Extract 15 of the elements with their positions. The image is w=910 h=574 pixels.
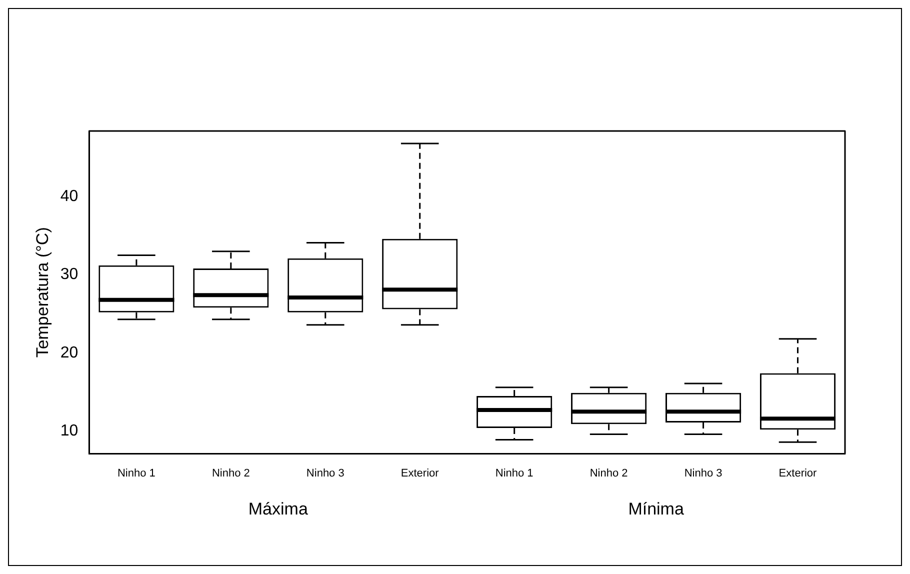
x-tick-label: Exterior <box>400 467 440 480</box>
y-tick-label: 10 <box>60 422 78 440</box>
x-tick-label: Ninho 2 <box>590 467 628 480</box>
y-tick-label: 20 <box>60 344 78 362</box>
y-tick-label: 40 <box>60 188 78 206</box>
x-tick-label: Exterior <box>778 467 818 480</box>
x-tick-label: Ninho 1 <box>117 467 156 480</box>
text: Mínima <box>628 499 684 518</box>
x-tick-label: Ninho 1 <box>495 467 534 480</box>
y-axis-title: Temperatura (°C) <box>32 227 52 358</box>
y-tick-label: 30 <box>60 266 78 284</box>
x-tick-label: Ninho 3 <box>684 467 722 480</box>
text: Máxima <box>248 499 308 518</box>
x-tick-label: Ninho 2 <box>212 467 250 480</box>
x-tick-label: Ninho 3 <box>306 467 344 480</box>
